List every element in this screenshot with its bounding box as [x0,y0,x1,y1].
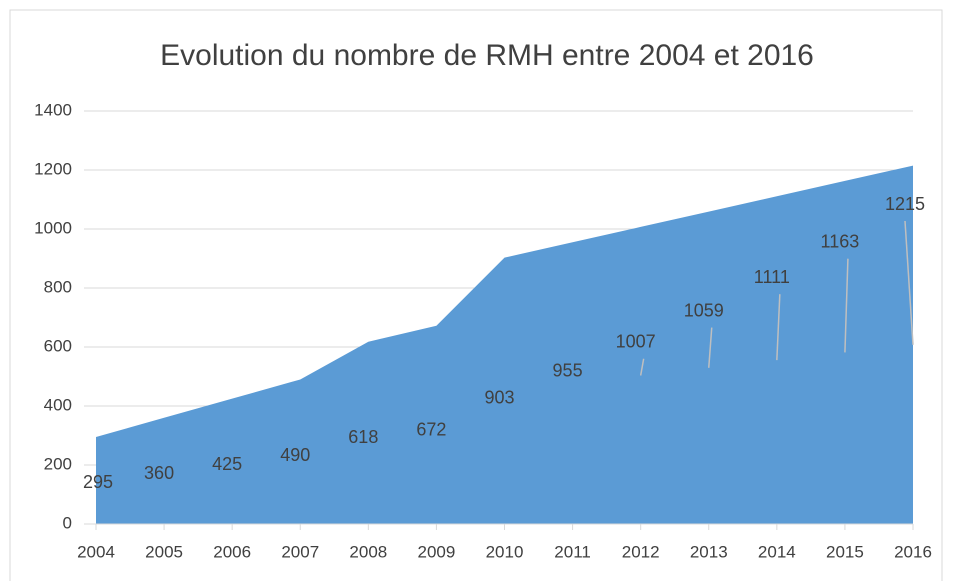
data-label: 672 [416,420,446,440]
y-tick-label: 200 [44,454,72,473]
data-label: 618 [348,427,378,447]
leader-line [844,258,849,353]
leader-line [639,358,645,376]
y-tick-label: 1400 [34,100,72,119]
y-tick-label: 0 [63,513,72,532]
chart-title: Evolution du nombre de RMH entre 2004 et… [160,39,814,72]
leader-line [904,220,914,345]
data-label: 490 [280,445,310,465]
y-tick-label: 800 [44,277,72,296]
x-tick-label: 2012 [622,542,660,561]
data-label: 955 [553,361,583,381]
data-label: 903 [484,388,514,408]
y-tick-label: 1200 [34,159,72,178]
x-tick-label: 2005 [145,542,183,561]
y-tick-label: 1000 [34,218,72,237]
x-tick-label: 2014 [758,542,796,561]
data-label: 1215 [885,194,925,214]
y-tick-label: 400 [44,395,72,414]
x-tick-label: 2013 [690,542,728,561]
area [96,165,913,524]
x-tick-label: 2004 [77,542,115,561]
data-label: 1059 [684,300,724,320]
x-tick-label: 2010 [486,542,524,561]
leader-line [776,294,781,361]
data-label: 1111 [754,267,790,287]
x-tick-label: 2007 [281,542,319,561]
data-label: 1007 [616,332,656,352]
x-tick-label: 2008 [349,542,387,561]
data-label: 360 [144,463,174,483]
data-label: 425 [212,454,242,474]
x-tick-label: 2009 [418,542,456,561]
x-tick-label: 2015 [826,542,864,561]
x-tick-label: 2011 [554,542,591,561]
leader-line [708,327,713,368]
x-tick-label: 2006 [213,542,251,561]
data-label: 1163 [821,231,860,251]
x-tick-label: 2016 [894,542,932,561]
data-label: 295 [83,472,113,492]
y-tick-label: 600 [44,336,72,355]
